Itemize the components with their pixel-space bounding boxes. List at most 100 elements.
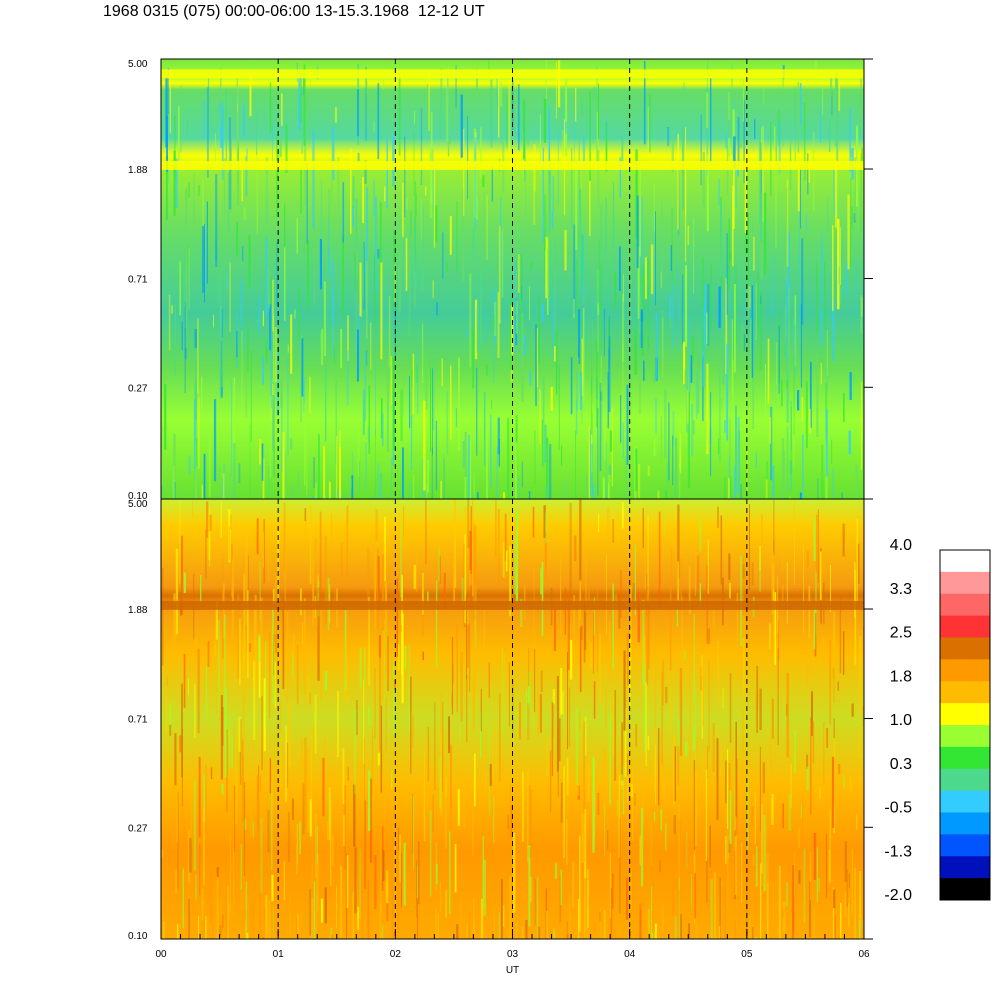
texture-streak (242, 678, 245, 757)
texture-streak (733, 139, 735, 229)
texture-streak (249, 785, 252, 838)
texture-streak (495, 700, 497, 772)
texture-streak (678, 160, 680, 236)
texture-streak (803, 848, 806, 923)
texture-streak (581, 338, 584, 396)
texture-streak (765, 364, 766, 416)
texture-streak (279, 136, 282, 158)
texture-streak (749, 915, 751, 939)
texture-streak (678, 804, 680, 890)
texture-streak (626, 384, 629, 466)
texture-streak (833, 611, 836, 669)
texture-streak (725, 277, 728, 374)
texture-streak (650, 821, 653, 866)
texture-streak (261, 443, 264, 481)
hour-dashed-lines (277, 59, 748, 939)
texture-streak (201, 888, 204, 922)
texture-streak (417, 865, 418, 911)
texture-streak (221, 106, 224, 180)
texture-streak (701, 257, 704, 351)
texture-streak (751, 562, 754, 586)
texture-streak (452, 664, 454, 685)
texture-streak (198, 756, 201, 838)
texture-streak (352, 206, 354, 227)
texture-streak (363, 680, 365, 764)
texture-streak (809, 881, 811, 937)
texture-streak (665, 823, 667, 851)
texture-streak (561, 691, 564, 715)
texture-streak (297, 483, 300, 499)
texture-streak (270, 277, 272, 303)
texture-streak (554, 346, 556, 362)
texture-streak (589, 180, 591, 236)
texture-streak (417, 898, 418, 939)
texture-streak (813, 606, 816, 650)
texture-streak (302, 783, 305, 835)
texture-streak (337, 157, 340, 221)
texture-streak (646, 573, 648, 616)
texture-streak (567, 651, 568, 750)
texture-streak (204, 224, 205, 303)
texture-streak (583, 896, 586, 939)
texture-streak (473, 897, 475, 939)
texture-streak (589, 91, 591, 181)
texture-streak (831, 439, 833, 464)
texture-streak (451, 637, 454, 715)
texture-streak (285, 124, 288, 173)
texture-streak (289, 494, 292, 499)
texture-streak (549, 929, 552, 939)
texture-streak (848, 897, 850, 929)
texture-streak (337, 488, 339, 499)
texture-streak (253, 660, 256, 740)
texture-streak (720, 743, 722, 776)
texture-streak (331, 934, 333, 939)
texture-streak (435, 580, 438, 668)
texture-streak (700, 665, 703, 691)
texture-streak (264, 918, 267, 939)
texture-streak (529, 785, 531, 849)
texture-streak (379, 904, 382, 939)
texture-streak (635, 724, 638, 747)
texture-streak (639, 372, 641, 415)
texture-streak (285, 725, 287, 802)
texture-streak (721, 397, 723, 409)
texture-streak (562, 870, 564, 880)
texture-streak (416, 859, 418, 918)
texture-streak (462, 128, 465, 216)
texture-streak (371, 728, 373, 795)
texture-streak (161, 849, 164, 858)
texture-streak (829, 809, 831, 884)
texture-streak (469, 413, 472, 499)
texture-streak (203, 99, 205, 139)
texture-streak (467, 625, 469, 669)
texture-streak (518, 84, 520, 151)
texture-streak (273, 315, 275, 382)
texture-streak (300, 334, 302, 423)
texture-streak (565, 70, 568, 157)
texture-streak (830, 76, 833, 96)
texture-streak (610, 887, 613, 939)
texture-streak (854, 867, 856, 939)
texture-streak (849, 776, 852, 793)
texture-streak (676, 267, 678, 281)
texture-streak (734, 284, 736, 373)
texture-streak (432, 794, 434, 833)
texture-streak (581, 234, 584, 287)
texture-streak (422, 651, 424, 661)
texture-streak (408, 249, 411, 336)
texture-streak (422, 572, 424, 615)
texture-streak (466, 329, 469, 339)
texture-streak (218, 620, 220, 717)
texture-streak (199, 843, 201, 896)
texture-streak (296, 844, 298, 875)
texture-streak (174, 481, 176, 499)
texture-streak (717, 640, 719, 706)
texture-streak (719, 370, 721, 462)
y-tick-label: 1.88 (128, 605, 148, 616)
texture-streak (655, 398, 657, 434)
texture-streak (331, 512, 333, 552)
texture-streak (231, 382, 232, 477)
texture-streak (328, 189, 331, 246)
texture-streak (534, 649, 536, 712)
colorbar-swatch (940, 571, 990, 595)
